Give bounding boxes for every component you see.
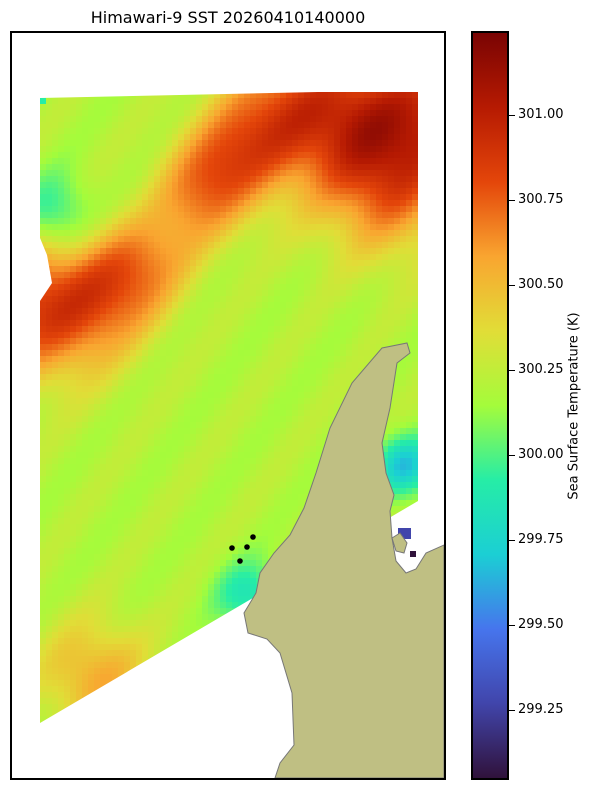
colorbar-tick-label: 299.25 (518, 701, 564, 717)
colorbar-tick (509, 539, 515, 541)
colorbar-tick (509, 624, 515, 626)
colorbar-tick (509, 199, 515, 201)
colorbar-tick (509, 709, 515, 711)
colorbar-tick-label: 300.50 (518, 276, 564, 292)
colorbar-tick-label: 300.00 (518, 446, 564, 462)
colorbar-tick-label: 299.75 (518, 531, 564, 547)
station-marker[interactable] (229, 545, 235, 551)
colorbar-tick-label: 301.00 (518, 106, 564, 122)
land-layer (243, 342, 444, 778)
colorbar-tick (509, 114, 515, 116)
colorbar-tick-label: 300.75 (518, 191, 564, 207)
sst-map[interactable] (12, 33, 444, 778)
marker-layer (229, 534, 256, 564)
island-land (391, 532, 408, 554)
station-marker[interactable] (250, 534, 256, 540)
colorbar-tick (509, 284, 515, 286)
peninsula-land (243, 342, 444, 778)
station-marker[interactable] (244, 544, 250, 550)
colorbar-tick-label: 299.50 (518, 616, 564, 632)
map-frame[interactable] (10, 31, 446, 780)
colorbar-tick-label: 300.25 (518, 361, 564, 377)
colorbar (471, 31, 509, 780)
sst-pixel (410, 551, 416, 557)
sst-pixel (40, 98, 46, 104)
colorbar-tick (509, 454, 515, 456)
colorbar-tick (509, 369, 515, 371)
station-marker[interactable] (237, 558, 243, 564)
sst-pixel (398, 528, 411, 539)
map-title: Himawari-9 SST 20260410140000 (90, 8, 366, 27)
colorbar-label: Sea Surface Temperature (K) (566, 312, 582, 500)
